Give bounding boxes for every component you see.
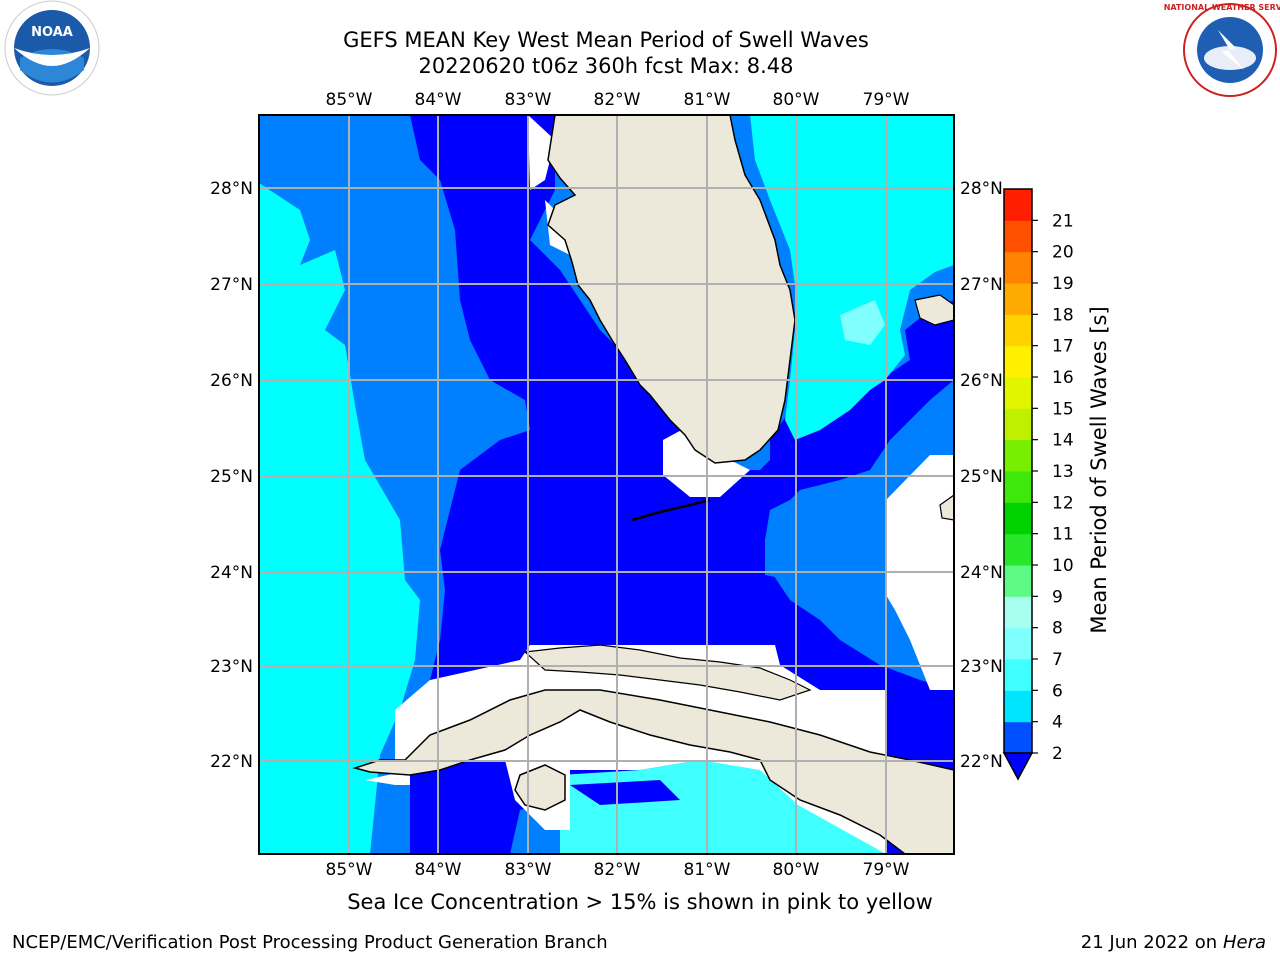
lat-label: 28°N [960, 179, 1003, 199]
map-gridlines [259, 115, 954, 854]
colorbar-tick-label: 16 [1052, 368, 1074, 388]
lat-label: 28°N [210, 179, 253, 199]
chart-subtitle: 20220620 t06z 360h fcst Max: 8.48 [418, 54, 794, 78]
lon-label: 80°W [773, 90, 820, 110]
colorbar-segment [1004, 189, 1032, 221]
lon-label: 85°W [326, 90, 373, 110]
lon-label: 84°W [415, 860, 462, 880]
colorbar-label: Mean Period of Swell Waves [s] [1087, 306, 1111, 633]
colorbar-segment [1004, 690, 1032, 723]
colorbar-tick-label: 10 [1052, 556, 1074, 576]
lon-label: 84°W [415, 90, 462, 110]
colorbar-extend-triangle [1002, 752, 1034, 781]
map-frame [258, 114, 955, 855]
lon-label: 81°W [684, 90, 731, 110]
land-andros [939, 494, 954, 521]
swell-field-4-6-west [259, 183, 420, 854]
colorbar-segment [1004, 220, 1032, 253]
nws-logo: NATIONAL WEATHER SERVICE [1164, 3, 1280, 97]
lat-labels-left: 28°N 27°N 26°N 25°N 24°N 23°N 22°N [210, 179, 253, 772]
noaa-logo-text: NOAA [31, 25, 73, 40]
colorbar: 2 4 6 7 8 9 10 11 12 13 14 15 16 17 18 19 20 21 [1002, 188, 1074, 781]
footer-timestamp: 21 Jun 2022 on Hera [1081, 932, 1266, 953]
lat-label: 22°N [210, 752, 253, 772]
swell-field-6-7-patch [840, 300, 885, 345]
land-cuba [352, 689, 954, 854]
colorbar-tick-label: 18 [1052, 305, 1074, 325]
lat-label: 25°N [210, 467, 253, 487]
footer-machine: Hera [1222, 932, 1266, 953]
colorbar-segment [1004, 377, 1032, 409]
colorbar-tick-label: 2 [1052, 744, 1063, 764]
colorbar-segment [1004, 314, 1032, 347]
lon-label: 79°W [863, 860, 910, 880]
colorbar-segment [1004, 596, 1032, 629]
colorbar-tick-label: 8 [1052, 619, 1063, 639]
footer-date: 21 Jun 2022 on [1080, 932, 1218, 953]
lon-label: 83°W [505, 90, 552, 110]
colorbar-segment [1004, 439, 1032, 472]
colorbar-tick-label: 6 [1052, 681, 1063, 701]
colorbar-segment [1004, 565, 1032, 597]
colorbar-segment [1004, 471, 1032, 503]
lat-label: 24°N [210, 563, 253, 583]
land-grand-bahama [914, 294, 954, 326]
lat-label: 23°N [960, 657, 1003, 677]
land-florida-keys [631, 498, 711, 522]
colorbar-tick-label: 20 [1052, 243, 1074, 263]
colorbar-tick-label: 19 [1052, 274, 1074, 294]
swell-field-4-6-atlantic [750, 115, 954, 440]
lat-label: 23°N [210, 657, 253, 677]
colorbar-segment [1004, 627, 1032, 660]
land-florida [547, 115, 796, 464]
colorbar-segment [1004, 345, 1032, 378]
nodata-area [528, 115, 555, 190]
chart-title: GEFS MEAN Key West Mean Period of Swell … [343, 28, 869, 52]
lat-label: 27°N [960, 275, 1003, 295]
colorbar-segment [1004, 659, 1032, 691]
lat-labels-right: 28°N 27°N 26°N 25°N 24°N 23°N 22°N [960, 179, 1003, 772]
nws-logo-text: NATIONAL WEATHER SERVICE [1164, 3, 1280, 12]
lon-label: 79°W [863, 90, 910, 110]
footer-credit: NCEP/EMC/Verification Post Processing Pr… [12, 932, 608, 953]
lat-label: 26°N [210, 371, 253, 391]
colorbar-tick-label: 13 [1052, 462, 1074, 482]
lat-label: 27°N [210, 275, 253, 295]
colorbar-segment [1004, 721, 1032, 754]
swell-field-lt2-caribbean [570, 780, 680, 805]
land-cuba-north-coast [523, 644, 812, 701]
swell-field-2-4-straits [765, 490, 840, 580]
noaa-logo: NOAA [4, 0, 100, 96]
colorbar-tick-label: 21 [1052, 211, 1074, 231]
colorbar-segment [1004, 408, 1032, 441]
colorbar-tick-label: 11 [1052, 525, 1074, 545]
colorbar-segment [1004, 251, 1032, 284]
colorbar-tick-label: 14 [1052, 431, 1074, 451]
colorbar-segment [1004, 533, 1032, 566]
colorbar-segment [1004, 283, 1032, 315]
lat-label: 26°N [960, 371, 1003, 391]
colorbar-tick-label: 17 [1052, 337, 1074, 357]
lat-label: 24°N [960, 563, 1003, 583]
colorbar-segment [1004, 502, 1032, 535]
lon-label: 82°W [594, 90, 641, 110]
lon-labels-top: 85°W 84°W 83°W 82°W 81°W 80°W 79°W [326, 90, 910, 110]
colorbar-tick-label: 4 [1052, 713, 1063, 733]
sea-ice-note: Sea Ice Concentration > 15% is shown in … [347, 890, 933, 914]
lon-label: 80°W [773, 860, 820, 880]
lon-label: 81°W [684, 860, 731, 880]
lon-label: 82°W [594, 860, 641, 880]
lat-label: 25°N [960, 467, 1003, 487]
map-area [259, 115, 954, 854]
lon-label: 83°W [505, 860, 552, 880]
colorbar-tick-label: 12 [1052, 493, 1074, 513]
lon-labels-bottom: 85°W 84°W 83°W 82°W 81°W 80°W 79°W [326, 860, 910, 880]
colorbar-tick-label: 9 [1052, 587, 1063, 607]
lat-label: 22°N [960, 752, 1003, 772]
lon-label: 85°W [326, 860, 373, 880]
colorbar-tick-label: 7 [1052, 650, 1063, 670]
colorbar-tick-label: 15 [1052, 399, 1074, 419]
